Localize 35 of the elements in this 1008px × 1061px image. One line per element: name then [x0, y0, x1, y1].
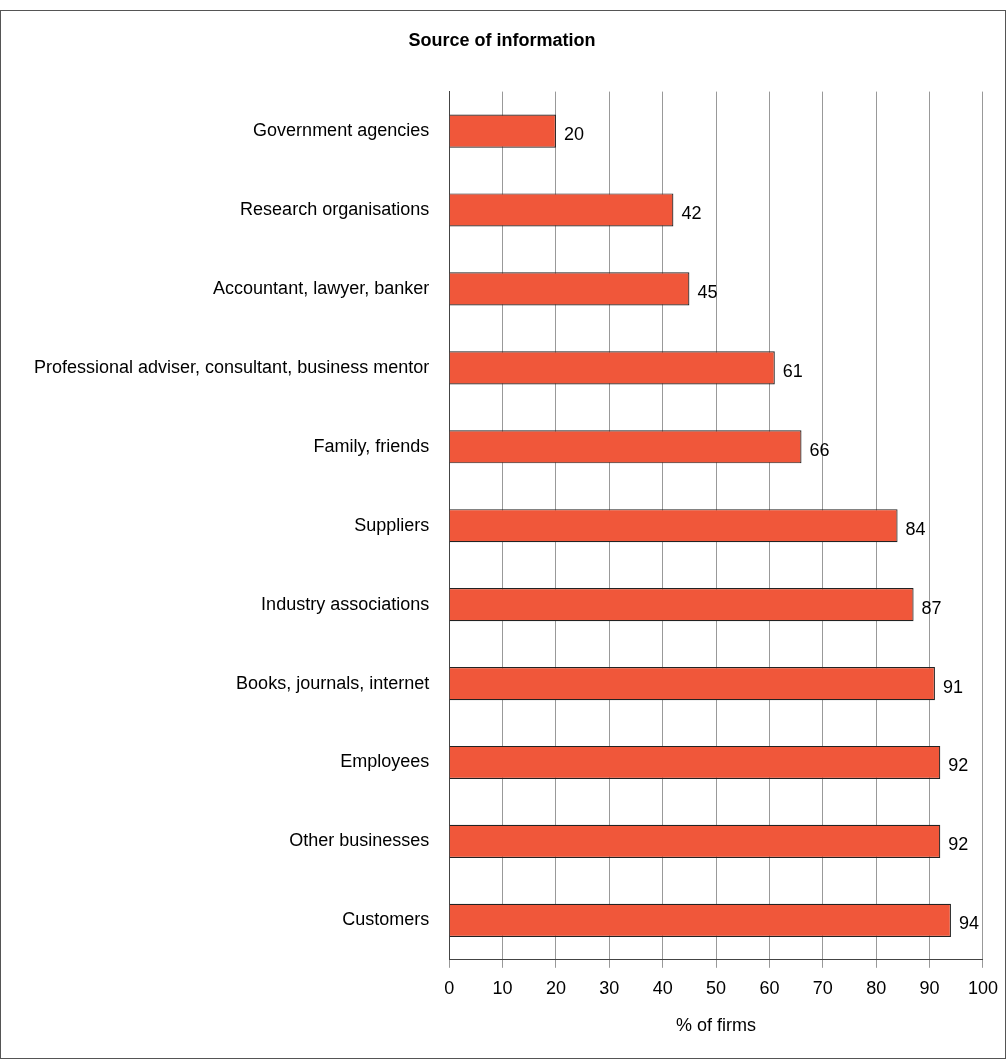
y-tick-label: Employees — [340, 751, 430, 772]
y-tick-label: Family, friends — [313, 435, 430, 456]
x-tick-label: 10 — [492, 977, 513, 998]
x-tick-label: 70 — [812, 977, 833, 998]
y-tick-label: Other businesses — [289, 830, 430, 851]
data-label: 91 — [942, 676, 963, 697]
data-label: 84 — [905, 518, 926, 539]
data-label: 61 — [782, 360, 803, 381]
x-axis-title: % of firms — [676, 1015, 757, 1036]
x-tick-label: 0 — [444, 977, 455, 998]
x-tick-label: 50 — [706, 977, 727, 998]
x-tick-label: 30 — [599, 977, 620, 998]
y-tick-label: Books, journals, internet — [236, 672, 430, 693]
data-label: 92 — [948, 755, 969, 776]
data-label: 94 — [958, 913, 979, 934]
data-label: 87 — [921, 597, 942, 618]
y-tick-label: Government agencies — [253, 120, 430, 141]
x-tick-label: 20 — [545, 977, 566, 998]
y-tick-label: Industry associations — [261, 593, 430, 614]
data-label: 66 — [809, 439, 830, 460]
data-label: 42 — [681, 202, 702, 223]
x-tick-label: 90 — [919, 977, 940, 998]
y-tick-label: Accountant, lawyer, banker — [213, 277, 430, 298]
x-tick-label: 40 — [652, 977, 673, 998]
x-tick-label: 80 — [866, 977, 887, 998]
data-label: 45 — [697, 281, 718, 302]
y-tick-label: Customers — [342, 909, 430, 930]
x-tick-label: 100 — [967, 977, 999, 998]
y-tick-label: Suppliers — [354, 514, 430, 535]
data-label: 92 — [948, 834, 969, 855]
x-tick-label: 60 — [759, 977, 780, 998]
data-label: 20 — [563, 124, 584, 145]
chart-title: Source of information — [408, 29, 596, 50]
y-tick-label: Research organisations — [240, 198, 430, 219]
y-tick-label: Professional adviser, consultant, business mentor — [33, 356, 430, 377]
